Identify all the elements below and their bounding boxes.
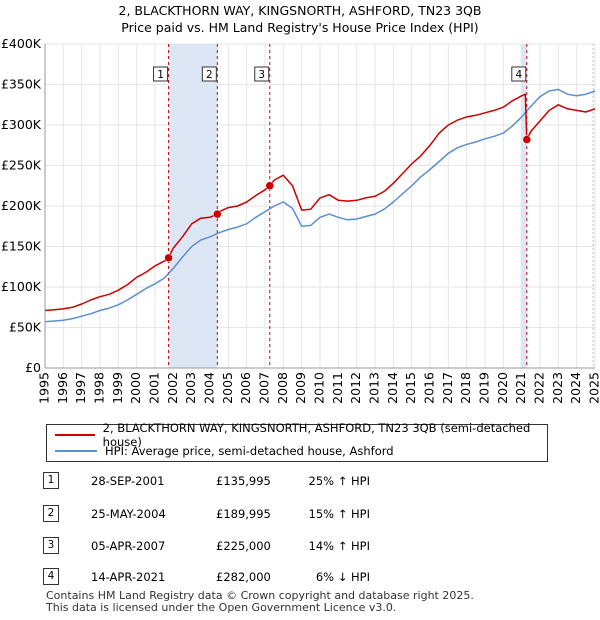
shaded-period (520, 44, 527, 368)
sale-hpi-diff: 14% ↑ HPI (308, 539, 370, 553)
sale-row-2: 2 25-MAY-2004 £189,995 15% ↑ HPI (0, 505, 600, 525)
x-tick-label: 2007 (257, 372, 272, 404)
sale-marker-badge (153, 66, 169, 82)
x-tick-label: 2001 (147, 372, 162, 404)
sale-date: 05-APR-2007 (91, 539, 166, 553)
sale-hpi-diff: 6% ↓ HPI (315, 570, 370, 584)
y-tick-label: £300K (1, 117, 42, 132)
sale-date: 28-SEP-2001 (91, 474, 165, 488)
sale-marker-badge (201, 66, 217, 82)
sale-row-1: 1 28-SEP-2001 £135,995 25% ↑ HPI (0, 472, 600, 492)
y-tick-label: £150K (1, 239, 42, 254)
shaded-period (168, 44, 218, 368)
legend-item-hpi: HPI: Average price, semi-detached house,… (55, 443, 394, 459)
x-tick-label: 1999 (110, 372, 125, 404)
sale-point (522, 135, 532, 144)
grid (44, 43, 596, 369)
footer-licence: This data is licensed under the Open Gov… (46, 601, 397, 614)
x-tick-label: 2013 (367, 372, 382, 404)
sale-date: 14-APR-2021 (91, 570, 166, 584)
legend-label-hpi: HPI: Average price, semi-detached house,… (105, 444, 394, 458)
sale-price: £189,995 (216, 507, 271, 521)
x-tick-label: 2023 (550, 372, 565, 404)
x-tick-label: 2017 (440, 372, 455, 404)
sale-marker-label: 3 (258, 69, 265, 81)
sale-number-badge: 3 (43, 537, 59, 554)
y-tick-label: £350K (1, 77, 42, 92)
legend-swatch-property (55, 434, 95, 436)
x-tick-label: 2000 (128, 372, 143, 404)
sale-number-badge: 2 (43, 505, 59, 522)
x-tick-label: 2005 (220, 372, 235, 404)
sale-number-badge: 1 (43, 472, 59, 489)
y-tick-label: £100K (1, 279, 42, 294)
x-tick-label: 2015 (403, 372, 418, 404)
y-tick-label: £400K (1, 36, 42, 51)
sale-row-4: 4 14-APR-2021 £282,000 6% ↓ HPI (0, 568, 600, 588)
x-tick-label: 2009 (293, 372, 308, 404)
y-tick-label: £0 (25, 360, 41, 375)
price-chart: 1 2 3 4 £0 £50K £100K £150K £200K £250K £300K £350… (1, 36, 600, 404)
x-tick-label: 2008 (275, 372, 290, 404)
sale-marker-badge (254, 66, 270, 82)
footer-attribution: Contains HM Land Registry data © Crown c… (46, 590, 474, 614)
sale-date: 25-MAY-2004 (91, 507, 166, 521)
sale-point (265, 181, 275, 190)
x-tick-label: 1996 (55, 372, 70, 404)
x-tick-label: 2022 (532, 372, 547, 404)
x-tick-label: 2021 (513, 372, 528, 404)
x-tick-label: 2010 (312, 372, 327, 404)
x-tick-label: 2024 (568, 372, 583, 404)
legend-item-property: 2, BLACKTHORN WAY, KINGSNORTH, ASHFORD, … (55, 421, 547, 449)
sale-marker-label: 1 (157, 69, 164, 81)
chart-title-subtitle: Price paid vs. HM Land Registry's House … (121, 20, 479, 35)
x-tick-label: 2003 (183, 372, 198, 404)
x-tick-label: 2020 (495, 372, 510, 404)
x-tick-label: 2011 (330, 372, 345, 404)
sale-price: £135,995 (216, 474, 271, 488)
sale-markers: 1 2 3 4 (153, 66, 532, 263)
chart-title-address: 2, BLACKTHORN WAY, KINGSNORTH, ASHFORD, … (118, 3, 482, 18)
sale-hpi-diff: 25% ↑ HPI (308, 474, 370, 488)
x-tick-label: 2006 (238, 372, 253, 404)
legend-label-property: 2, BLACKTHORN WAY, KINGSNORTH, ASHFORD, … (102, 421, 531, 449)
sale-marker-label: 4 (515, 69, 522, 81)
x-tick-label: 1997 (73, 372, 88, 404)
sale-price: £225,000 (216, 539, 271, 553)
sale-point (164, 253, 173, 263)
x-tick-label: 2016 (422, 372, 437, 404)
property-series-line (44, 93, 596, 312)
x-tick-label: 2012 (348, 372, 363, 404)
axes: £0 £50K £100K £150K £200K £250K £300K £350K £400… (1, 36, 600, 404)
x-tick-label: 2014 (385, 372, 400, 404)
legend-swatch-hpi (55, 450, 97, 452)
x-tick-label: 1995 (37, 372, 52, 404)
sale-marker-label: 2 (206, 69, 213, 81)
sale-number-badge: 4 (43, 568, 59, 585)
x-tick-label: 2019 (477, 372, 492, 404)
sale-point (213, 209, 222, 219)
x-tick-label: 2025 (587, 372, 600, 404)
y-tick-label: £200K (1, 198, 42, 213)
chart-legend: 2, BLACKTHORN WAY, KINGSNORTH, ASHFORD, … (46, 421, 548, 462)
hpi-series-line (44, 88, 596, 323)
y-tick-label: £250K (1, 158, 42, 173)
y-tick-label: £50K (9, 320, 42, 335)
sale-price: £282,000 (216, 570, 271, 584)
x-tick-label: 2018 (458, 372, 473, 404)
series-lines (44, 88, 596, 323)
sale-marker-badge (511, 66, 527, 82)
x-tick-label: 2004 (202, 372, 217, 404)
footer-copyright: Contains HM Land Registry data © Crown c… (46, 589, 474, 602)
sale-hpi-diff: 15% ↑ HPI (308, 507, 370, 521)
x-tick-label: 2002 (165, 372, 180, 404)
x-tick-label: 1998 (92, 372, 107, 404)
shaded-periods (168, 44, 594, 368)
sale-row-3: 3 05-APR-2007 £225,000 14% ↑ HPI (0, 537, 600, 557)
